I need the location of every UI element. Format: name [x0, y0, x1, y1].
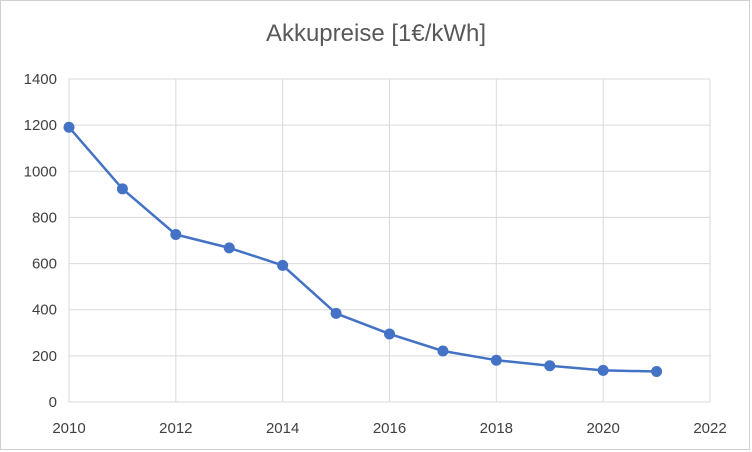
data-point: [544, 360, 556, 372]
data-point: [277, 259, 289, 271]
x-tick-label: 2010: [52, 420, 85, 437]
data-point: [490, 354, 502, 366]
y-tick-label: 1200: [24, 117, 57, 134]
data-point: [437, 345, 449, 357]
data-point: [170, 229, 182, 241]
y-tick-label: 600: [32, 256, 57, 273]
y-tick-label: 200: [32, 348, 57, 365]
x-tick-label: 2020: [586, 420, 619, 437]
data-point: [330, 307, 342, 319]
series-plot: [63, 121, 663, 378]
data-point: [116, 183, 128, 195]
x-tick-label: 2022: [693, 420, 726, 437]
data-point: [597, 364, 609, 376]
x-axis-tick-labels: 2010 2012 2014 2016 2018 2020 2022: [52, 420, 726, 437]
y-axis-tick-labels: 0 200 400 600 800 1000 1200 1400: [24, 71, 57, 411]
data-point: [384, 328, 395, 340]
y-tick-label: 1000: [24, 163, 57, 180]
x-tick-label: 2016: [373, 420, 406, 437]
y-tick-label: 1400: [24, 71, 57, 88]
data-point: [223, 242, 235, 254]
y-tick-label: 400: [32, 302, 57, 319]
data-point: [651, 366, 663, 378]
y-tick-label: 0: [49, 394, 57, 411]
y-tick-label: 800: [32, 209, 57, 226]
gridlines: [68, 78, 711, 403]
series-line: [68, 126, 657, 373]
x-tick-label: 2012: [159, 420, 192, 437]
x-tick-label: 2014: [266, 420, 299, 437]
data-point: [63, 121, 75, 133]
chart-title: Akkupreise [1€/kWh]: [265, 20, 487, 47]
x-tick-label: 2018: [480, 420, 513, 437]
